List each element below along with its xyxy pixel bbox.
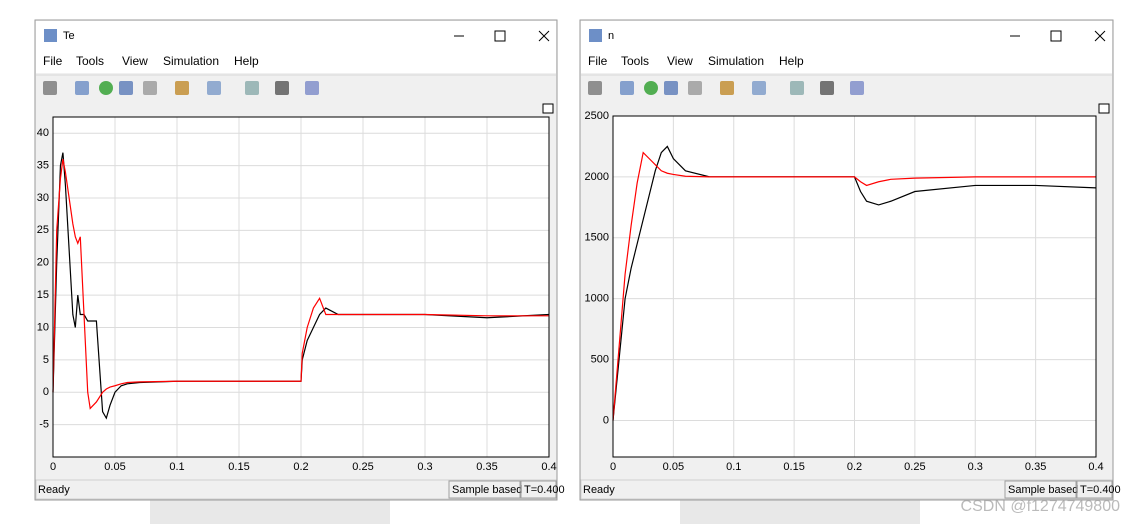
x-tick-label: 0 — [610, 461, 616, 473]
close[interactable] — [538, 30, 550, 42]
plot-frame — [52, 116, 550, 458]
toolbar-button[interactable] — [99, 81, 113, 95]
close[interactable] — [1094, 30, 1106, 42]
toolbar-button[interactable] — [43, 81, 57, 95]
sample-mode: Sample based — [452, 484, 522, 496]
x-tick-label: 0.05 — [104, 461, 125, 473]
menu-item[interactable]: Help — [234, 54, 259, 68]
status-box — [1004, 480, 1077, 499]
status-box — [448, 480, 521, 499]
series-line — [52, 158, 549, 410]
status-box — [1076, 480, 1113, 499]
menu-item[interactable]: File — [43, 54, 63, 68]
x-tick-label: 0.4 — [541, 461, 556, 473]
toolbar-button[interactable] — [850, 81, 864, 95]
y-tick-label: 40 — [37, 127, 49, 139]
y-tick-label: 20 — [37, 257, 49, 269]
y-tick-label: 0 — [43, 386, 49, 398]
menu-bar — [36, 51, 556, 73]
series-line — [612, 145, 1097, 421]
toolbar-button[interactable] — [620, 81, 634, 95]
toolbar-button[interactable] — [275, 81, 289, 95]
x-tick-label: 0.1 — [726, 461, 741, 473]
toolbar-button[interactable] — [752, 81, 766, 95]
status-text: Ready — [583, 484, 615, 496]
x-tick-label: 0.25 — [904, 461, 925, 473]
x-tick-label: 0.15 — [228, 461, 249, 473]
plot-frame — [612, 115, 1097, 458]
toolbar-button[interactable] — [688, 81, 702, 95]
toolbar-button[interactable] — [588, 81, 602, 95]
y-tick-label: 30 — [37, 192, 49, 204]
y-tick-label: -5 — [39, 419, 49, 431]
x-tick-label: 0.15 — [783, 461, 804, 473]
app-icon — [44, 29, 57, 42]
window-title: Te — [63, 30, 75, 42]
toolbar-button[interactable] — [207, 81, 221, 95]
menu-bar — [581, 51, 1112, 73]
x-tick-label: 0.3 — [417, 461, 432, 473]
series-line — [52, 152, 550, 420]
title-bar — [581, 21, 1112, 51]
x-tick-label: 0.25 — [352, 461, 373, 473]
x-tick-label: 0.2 — [847, 461, 862, 473]
dock-button[interactable] — [1098, 103, 1110, 114]
y-tick-label: 1500 — [585, 232, 609, 244]
toolbar-button[interactable] — [305, 81, 319, 95]
menu-item[interactable]: Tools — [76, 54, 104, 68]
y-tick-label: 10 — [37, 321, 49, 333]
toolbar-button[interactable] — [664, 81, 678, 95]
x-tick-label: 0.05 — [663, 461, 684, 473]
window-title: n — [608, 30, 614, 42]
status-box — [520, 480, 557, 499]
x-tick-label: 0 — [50, 461, 56, 473]
y-tick-label: 25 — [37, 224, 49, 236]
title-bar — [36, 21, 556, 51]
x-tick-label: 0.35 — [1025, 461, 1046, 473]
menu-item[interactable]: View — [667, 54, 693, 68]
y-tick-label: 5 — [43, 354, 49, 366]
y-tick-label: 2500 — [585, 110, 609, 122]
toolbar-button[interactable] — [143, 81, 157, 95]
y-tick-label: 15 — [37, 289, 49, 301]
menu-item[interactable]: Tools — [621, 54, 649, 68]
y-tick-label: 500 — [591, 353, 609, 365]
toolbar-button[interactable] — [820, 81, 834, 95]
menu-item[interactable]: Simulation — [163, 54, 219, 68]
time-span: T=0.400 — [1080, 484, 1121, 496]
x-tick-label: 0.3 — [968, 461, 983, 473]
backdrop — [680, 500, 920, 524]
dock-button[interactable] — [542, 103, 554, 114]
toolbar-button[interactable] — [720, 81, 734, 95]
maximize[interactable] — [1050, 30, 1062, 42]
y-tick-label: 2000 — [585, 171, 609, 183]
menu-item[interactable]: Simulation — [708, 54, 764, 68]
toolbar-button[interactable] — [175, 81, 189, 95]
x-tick-label: 0.1 — [169, 461, 184, 473]
y-tick-label: 0 — [603, 414, 609, 426]
sample-mode: Sample based — [1008, 484, 1078, 496]
menu-item[interactable]: View — [122, 54, 148, 68]
menu-item[interactable]: Help — [779, 54, 804, 68]
x-tick-label: 0.4 — [1088, 461, 1103, 473]
toolbar-button[interactable] — [245, 81, 259, 95]
toolbar-button[interactable] — [790, 81, 804, 95]
y-tick-label: 1000 — [585, 293, 609, 305]
status-text: Ready — [38, 484, 70, 496]
maximize[interactable] — [494, 30, 506, 42]
toolbar-button[interactable] — [119, 81, 133, 95]
toolbar-button[interactable] — [644, 81, 658, 95]
y-tick-label: 35 — [37, 159, 49, 171]
x-tick-label: 0.35 — [476, 461, 497, 473]
menu-item[interactable]: File — [588, 54, 608, 68]
toolbar-button[interactable] — [75, 81, 89, 95]
x-tick-label: 0.2 — [293, 461, 308, 473]
time-span: T=0.400 — [524, 484, 565, 496]
backdrop — [150, 500, 390, 524]
series-line — [612, 151, 1096, 421]
watermark: CSDN @f1274749800 — [961, 498, 1121, 515]
app-icon — [589, 29, 602, 42]
